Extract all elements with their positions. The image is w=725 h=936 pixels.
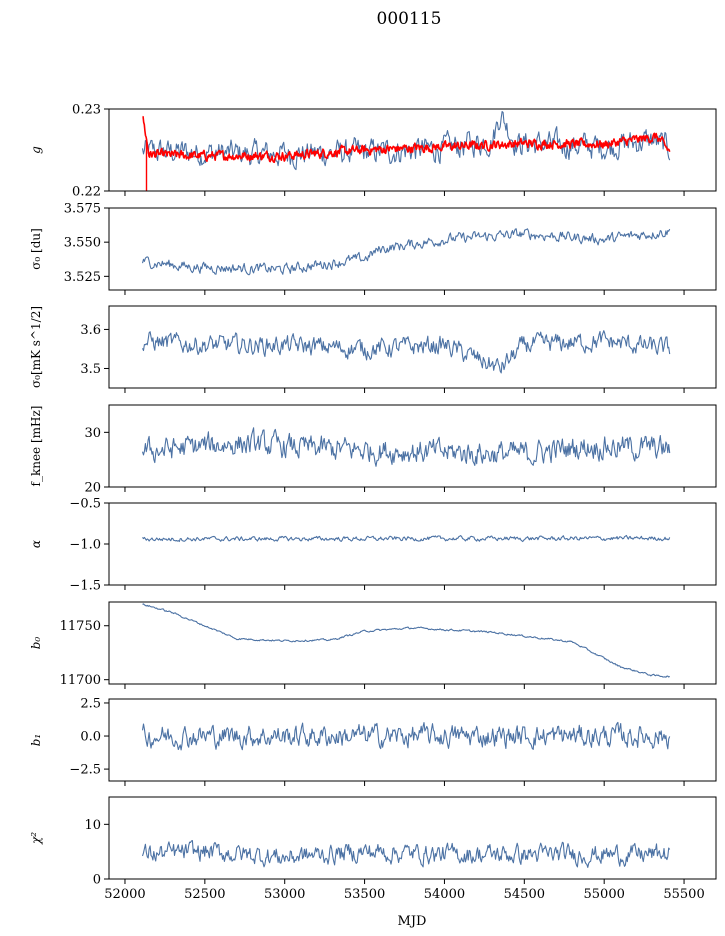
panel-5: −1.5 −1.0 −0.5 α xyxy=(29,497,717,594)
y-axis-label: σ₀ [du] xyxy=(29,228,43,270)
series-main-line xyxy=(141,427,671,467)
x-tick-label: 53500 xyxy=(344,887,385,902)
panel-frame xyxy=(108,108,717,192)
x-tick-label: 54500 xyxy=(504,887,545,902)
series-main-line xyxy=(141,330,671,374)
panel-frame xyxy=(108,601,717,685)
y-tick-label: 0.22 xyxy=(72,185,101,200)
panel-frame xyxy=(108,404,717,488)
y-tick-label: 0 xyxy=(93,873,101,888)
series-main-line xyxy=(142,603,670,678)
x-tick-label: 52500 xyxy=(184,887,225,902)
x-tick-label: 54000 xyxy=(424,887,465,902)
y-tick-label: 20 xyxy=(84,481,101,496)
y-tick-label: 0.23 xyxy=(72,103,101,118)
y-tick-label: 3.550 xyxy=(64,236,101,251)
y-tick-label: 11750 xyxy=(60,619,101,634)
panel-frame xyxy=(108,698,717,782)
figure-title: 000115 xyxy=(377,9,442,29)
y-tick-label: −2.5 xyxy=(69,763,101,778)
series-main-line xyxy=(141,840,671,868)
panel-frame xyxy=(108,796,717,880)
y-axis-label: g xyxy=(29,146,43,154)
panel-frame xyxy=(108,305,717,389)
y-tick-label: 3.525 xyxy=(64,270,101,285)
y-tick-label: 0.0 xyxy=(80,730,101,745)
y-tick-label: 2.5 xyxy=(80,696,101,711)
panel-6: 11700 11750 b₀ xyxy=(29,601,717,689)
panels: 0.22 0.23 g 3.525 3.550 3.575 σ₀ [du] 3.5 3.6 σ₀[… xyxy=(29,103,717,902)
y-tick-label: 10 xyxy=(84,818,101,833)
x-tick-label: 55000 xyxy=(584,887,625,902)
panel-frame xyxy=(108,502,717,586)
y-axis-label: b₀ xyxy=(29,637,43,650)
y-axis-label: χ² xyxy=(29,832,43,845)
y-tick-label: 30 xyxy=(84,426,101,441)
series-main-line xyxy=(141,721,671,751)
x-tick-label: 55500 xyxy=(663,887,704,902)
y-tick-label: 3.6 xyxy=(80,323,101,338)
panel-2: 3.525 3.550 3.575 σ₀ [du] xyxy=(29,202,717,295)
series-overlay-line xyxy=(142,115,671,164)
y-tick-label: 3.575 xyxy=(64,202,101,217)
series-main-line xyxy=(142,534,671,543)
panel-1: 0.22 0.23 g xyxy=(29,103,717,200)
y-tick-label: −1.0 xyxy=(69,538,101,553)
y-axis-label: b₁ xyxy=(29,734,43,747)
y-tick-label: 11700 xyxy=(60,673,101,688)
y-tick-label: −0.5 xyxy=(69,497,101,512)
panel-3: 3.5 3.6 σ₀[mK s^1/2] xyxy=(29,305,717,393)
panel-8: 0 10 52000 52500 53000 53500 54000 54500 55000 55… xyxy=(29,796,717,902)
y-axis-label: α xyxy=(29,540,43,548)
y-axis-label: σ₀[mK s^1/2] xyxy=(29,306,43,388)
panel-frame xyxy=(108,207,717,291)
y-tick-label: −1.5 xyxy=(69,579,101,594)
x-tick-label: 53000 xyxy=(264,887,305,902)
panel-7: −2.5 0.0 2.5 b₁ xyxy=(29,696,717,786)
y-tick-label: 3.5 xyxy=(80,362,101,377)
x-tick-label: 52000 xyxy=(104,887,145,902)
x-axis-label: MJD xyxy=(398,914,427,929)
y-axis-label: f_knee [mHz] xyxy=(29,406,43,487)
panel-4: 20 30 f_knee [mHz] xyxy=(29,404,717,496)
series-main-line xyxy=(141,111,671,171)
series-main-line xyxy=(141,228,671,276)
